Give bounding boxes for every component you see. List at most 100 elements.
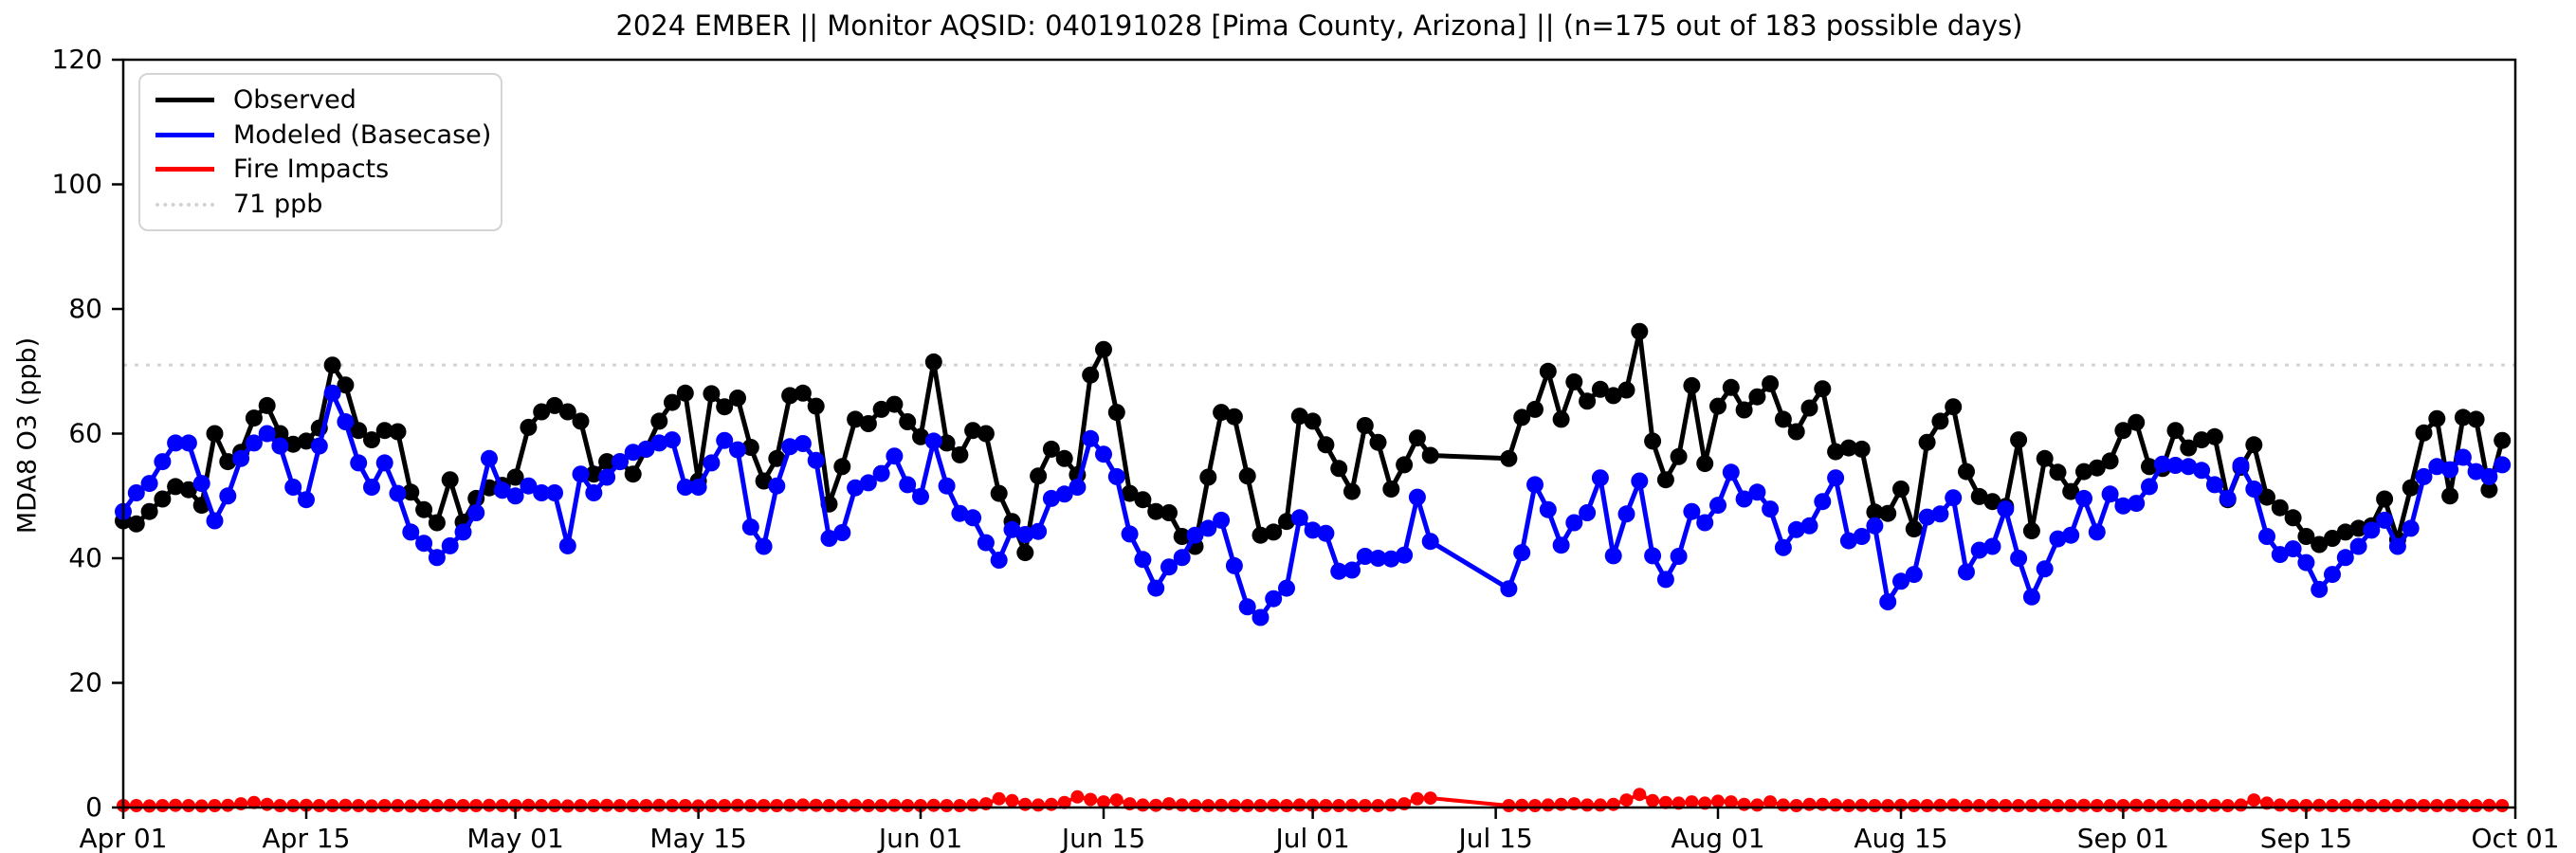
data-point (964, 509, 982, 527)
data-point (350, 454, 368, 472)
data-point (1018, 797, 1032, 811)
y-tick-label: 100 (52, 169, 102, 200)
data-point (872, 464, 890, 482)
data-point (2075, 489, 2092, 507)
data-point (1384, 798, 1398, 812)
data-point (1369, 433, 1387, 451)
data-point (1827, 469, 1845, 487)
data-point (1841, 799, 1855, 812)
data-point (2494, 456, 2512, 474)
data-point (1853, 528, 1871, 545)
data-point (2062, 526, 2080, 544)
x-tick-label: Jun 01 (877, 823, 962, 853)
data-point (2077, 798, 2091, 812)
data-point (1931, 505, 1949, 523)
data-point (1410, 791, 1424, 806)
data-point (417, 799, 431, 812)
data-point (1304, 412, 1322, 430)
data-point (678, 799, 692, 812)
data-point (1292, 798, 1306, 812)
data-point (1945, 489, 1963, 507)
data-point (1513, 544, 1531, 562)
data-point (247, 795, 261, 809)
data-point (833, 524, 851, 541)
data-point (1097, 795, 1110, 809)
data-point (847, 410, 865, 428)
data-point (770, 799, 784, 812)
data-point (676, 384, 694, 402)
x-tick-label: Oct 01 (2472, 823, 2560, 853)
data-point (1958, 563, 1975, 581)
data-point (415, 500, 433, 518)
data-point (966, 798, 980, 812)
data-point (2010, 431, 2028, 449)
data-point (1617, 381, 1635, 399)
data-point (1644, 432, 1662, 450)
data-point (1265, 590, 1283, 608)
data-point (1396, 546, 1414, 564)
data-point (899, 476, 917, 494)
legend-item-modeled-basecase-: Modeled (Basecase) (155, 118, 501, 151)
data-point (1735, 401, 1753, 419)
data-point (1762, 500, 1780, 518)
data-point (1670, 548, 1688, 565)
legend-item-observed: Observed (155, 83, 501, 116)
data-point (924, 353, 942, 371)
data-point (219, 487, 237, 505)
y-tick-label: 80 (68, 293, 102, 324)
data-point (741, 439, 759, 456)
data-point (1343, 561, 1361, 579)
data-point (2037, 798, 2052, 812)
data-point (271, 437, 289, 455)
data-point (2245, 481, 2263, 498)
line-swatch (155, 97, 214, 102)
data-point (2116, 799, 2130, 812)
data-point (1016, 544, 1034, 562)
data-point (598, 453, 616, 471)
data-point (1199, 468, 1217, 486)
data-point (2166, 422, 2184, 440)
data-point (1946, 798, 1961, 812)
y-tick-label: 0 (85, 791, 102, 823)
data-point (2271, 499, 2289, 517)
data-point (2376, 490, 2394, 508)
data-point (2088, 523, 2106, 541)
data-point (585, 484, 603, 501)
data-point (1500, 449, 1518, 467)
data-point (206, 512, 224, 530)
data-point (1881, 799, 1895, 812)
data-point (689, 479, 707, 496)
data-point (2232, 457, 2250, 474)
data-point (129, 799, 143, 812)
data-point (1515, 798, 1529, 812)
data-point (154, 490, 172, 508)
data-point (402, 483, 420, 501)
data-point (194, 799, 209, 813)
data-point (2258, 528, 2275, 545)
data-point (914, 799, 927, 812)
data-point (2388, 537, 2406, 555)
data-point (2141, 458, 2158, 476)
data-point (1290, 509, 1308, 527)
data-point (1619, 793, 1634, 808)
data-point (1839, 532, 1857, 550)
data-point (2114, 497, 2132, 515)
data-point (1658, 795, 1672, 809)
data-point (1267, 798, 1281, 812)
data-point (1304, 521, 1322, 539)
data-point (901, 799, 915, 812)
data-point (924, 432, 942, 450)
data-point (533, 484, 551, 501)
data-point (260, 797, 274, 811)
data-point (337, 413, 355, 430)
data-point (926, 798, 941, 812)
data-point (716, 398, 734, 416)
data-point (1892, 481, 1909, 498)
data-point (1879, 504, 1897, 522)
data-point (1722, 463, 1740, 481)
data-point (1343, 482, 1361, 500)
data-point (2494, 431, 2512, 449)
data-point (2454, 408, 2472, 426)
data-point (2284, 540, 2302, 558)
